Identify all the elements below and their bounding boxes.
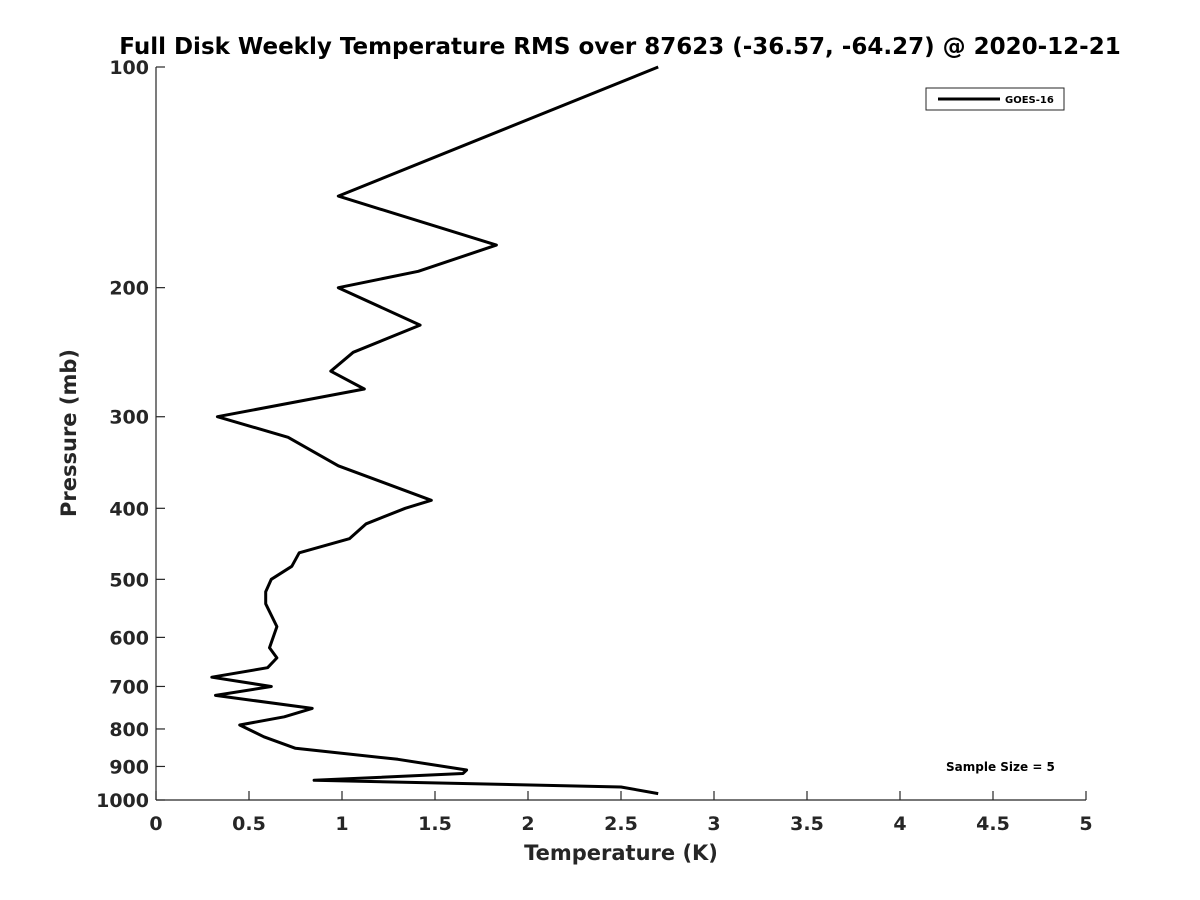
x-tick-label: 3 [707,813,720,835]
x-tick-label: 3.5 [790,813,824,835]
y-axis-label: Pressure (mb) [57,349,81,517]
y-tick-label: 100 [109,57,149,79]
plot-area [155,67,1086,801]
x-tick-label: 0.5 [232,813,266,835]
x-tick-label: 2 [521,813,534,835]
y-tick-label: 800 [109,719,149,741]
y-axis-ticks: 100 200 300 400 500 600 700 800 900 1000 [96,57,165,812]
y-tick-label: 400 [109,498,149,520]
sample-size-annotation: Sample Size = 5 [946,760,1055,774]
y-tick-label: 200 [109,278,149,300]
x-tick-label: 2.5 [604,813,638,835]
y-tick-label: 300 [109,407,149,429]
y-tick-label: 900 [109,756,149,778]
x-axis-label: Temperature (K) [524,841,718,865]
x-tick-label: 1.5 [418,813,452,835]
legend: GOES-16 [925,87,1065,111]
x-tick-label: 1 [335,813,348,835]
legend-label-goes16: GOES-16 [1005,95,1054,106]
y-tick-label: 600 [109,627,149,649]
chart-title: Full Disk Weekly Temperature RMS over 87… [119,34,1121,60]
x-tick-label: 0 [149,813,162,835]
x-axis-ticks: 0 0.5 1 1.5 2 2.5 3 3.5 4 4.5 5 [149,791,1093,835]
y-tick-label: 1000 [96,790,149,812]
x-tick-label: 5 [1079,813,1092,835]
series-line-goes16 [210,65,659,796]
y-tick-label: 700 [109,676,149,698]
x-tick-label: 4 [893,813,906,835]
x-tick-label: 4.5 [976,813,1010,835]
y-tick-label: 500 [109,569,149,591]
